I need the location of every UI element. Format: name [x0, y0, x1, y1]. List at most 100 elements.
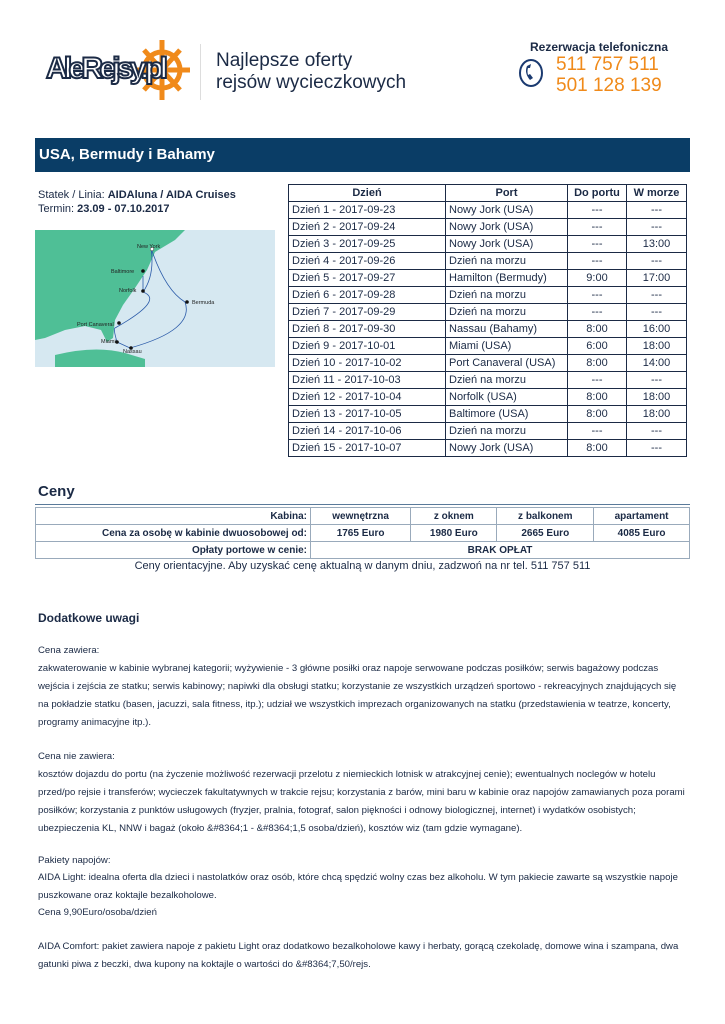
table-cell: 17:00	[626, 269, 687, 287]
table-cell: Port Canaveral (USA)	[445, 354, 568, 372]
ship-value: AIDAluna / AIDA Cruises	[107, 189, 236, 201]
phone-icon	[519, 59, 543, 87]
table-cell: Dzień 14 - 2017-10-06	[288, 422, 446, 440]
route-map: New York Baltimore Norfolk Bermuda Port …	[35, 230, 275, 367]
table-row: Dzień 13 - 2017-10-05 Baltimore (USA) 8:00…	[288, 405, 687, 423]
table-row: Dzień 8 - 2017-09-30 Nassau (Bahamy) 8:00 1…	[288, 320, 687, 338]
phone-number[interactable]: 511 757 511	[556, 54, 659, 75]
row-label: Opłaty portowe w cenie:	[35, 541, 311, 559]
table-cell: Dzień 2 - 2017-09-24	[288, 218, 446, 236]
table-cell: Nassau (Bahamy)	[445, 320, 568, 338]
column-header: Dzień	[288, 184, 446, 202]
table-cell: ---	[567, 422, 627, 440]
comfort-package: AIDA Comfort: pakiet zawiera napoje z pa…	[38, 941, 679, 970]
table-cell: ---	[626, 303, 687, 321]
table-cell: ---	[626, 422, 687, 440]
drinks-label: Pakiety napojów:	[38, 855, 111, 866]
table-cell: ---	[626, 286, 687, 304]
table-cell: 8:00	[567, 439, 627, 457]
table-cell: Dzień 13 - 2017-10-05	[288, 405, 446, 423]
table-row: Dzień 11 - 2017-10-03 Dzień na morzu --- --…	[288, 371, 687, 389]
cabin-type: z oknem	[410, 507, 498, 525]
prices-table: Kabina: wewnętrzna z oknem z balkonem aparta…	[35, 507, 690, 559]
table-row: Dzień 12 - 2017-10-04 Norfolk (USA) 8:00 18…	[288, 388, 687, 406]
excludes-text: kosztów dojazdu do portu (na życzenie mo…	[38, 769, 685, 834]
table-cell: Dzień 9 - 2017-10-01	[288, 337, 446, 355]
table-cell: Dzień 5 - 2017-09-27	[288, 269, 446, 287]
column-header: W morze	[626, 184, 687, 202]
divider	[35, 504, 690, 505]
table-cell: 8:00	[567, 405, 627, 423]
header-divider	[200, 44, 201, 100]
table-cell: ---	[567, 218, 627, 236]
map-label: New York	[137, 244, 160, 250]
light-package: AIDA Light: idealna oferta dla dzieci i …	[38, 872, 678, 901]
price: 1765 Euro	[309, 524, 412, 542]
price: 4085 Euro	[593, 524, 690, 542]
table-cell: 8:00	[567, 388, 627, 406]
row-label: Cena za osobę w kabinie dwuosobowej od:	[35, 524, 311, 542]
table-cell: ---	[567, 201, 627, 219]
table-cell: Dzień 4 - 2017-09-26	[288, 252, 446, 270]
map-label: Baltimore	[111, 269, 134, 275]
table-cell: Dzień 6 - 2017-09-28	[288, 286, 446, 304]
table-cell: 8:00	[567, 354, 627, 372]
column-header: Port	[445, 184, 568, 202]
table-cell: 18:00	[626, 388, 687, 406]
table-cell: Dzień na morzu	[445, 371, 568, 389]
table-cell: Baltimore (USA)	[445, 405, 568, 423]
table-cell: ---	[626, 371, 687, 389]
table-cell: ---	[626, 218, 687, 236]
table-row: Dzień 2 - 2017-09-24 Nowy Jork (USA) --- --…	[288, 218, 687, 236]
slogan: Najlepsze oferty rejsów wycieczkowych	[216, 50, 406, 94]
cabin-type: z balkonem	[496, 507, 595, 525]
table-row: Dzień 5 - 2017-09-27 Hamilton (Bermudy) 9:…	[288, 269, 687, 287]
table-row: Dzień 15 - 2017-10-07 Nowy Jork (USA) 8:00…	[288, 439, 687, 457]
reservation-label: Rezerwacja telefoniczna	[530, 40, 669, 54]
term-value: 23.09 - 07.10.2017	[77, 203, 170, 215]
table-cell: 6:00	[567, 337, 627, 355]
table-cell: Dzień 8 - 2017-09-30	[288, 320, 446, 338]
table-cell: Dzień na morzu	[445, 303, 568, 321]
table-cell: Dzień 3 - 2017-09-25	[288, 235, 446, 253]
excludes-label: Cena nie zawiera:	[38, 751, 115, 762]
table-cell: ---	[567, 235, 627, 253]
table-cell: 8:00	[567, 320, 627, 338]
page-title: USA, Bermudy i Bahamy	[35, 138, 690, 172]
term-label: Termin:	[38, 203, 75, 215]
includes-label: Cena zawiera:	[38, 645, 100, 656]
table-cell: Nowy Jork (USA)	[445, 201, 568, 219]
table-cell: ---	[567, 371, 627, 389]
table-cell: Dzień na morzu	[445, 422, 568, 440]
table-cell: Nowy Jork (USA)	[445, 218, 568, 236]
table-cell: ---	[626, 252, 687, 270]
table-row: Dzień 10 - 2017-10-02 Port Canaveral (USA…	[288, 354, 687, 372]
table-cell: Norfolk (USA)	[445, 388, 568, 406]
table-cell: 14:00	[626, 354, 687, 372]
notes-heading: Dodatkowe uwagi	[38, 611, 140, 625]
table-cell: Dzień 7 - 2017-09-29	[288, 303, 446, 321]
light-price: Cena 9,90Euro/osoba/dzień	[38, 907, 157, 918]
ship-info: Statek / Linia: AIDAluna / AIDA Cruises …	[38, 188, 236, 216]
table-cell: 16:00	[626, 320, 687, 338]
itinerary-table: Dzień Port Do portu W morze Dzień 1 - 20…	[288, 184, 687, 457]
phone-number[interactable]: 501 128 139	[556, 75, 662, 96]
cabin-type: wewnętrzna	[309, 507, 412, 525]
cabin-type: apartament	[593, 507, 690, 525]
table-row: Dzień 3 - 2017-09-25 Nowy Jork (USA) --- 13…	[288, 235, 687, 253]
table-cell: Dzień 10 - 2017-10-02	[288, 354, 446, 372]
ship-label: Statek / Linia:	[38, 189, 105, 201]
table-cell: 18:00	[626, 405, 687, 423]
table-cell: ---	[626, 201, 687, 219]
table-cell: Dzień na morzu	[445, 252, 568, 270]
map-label: Miami	[101, 339, 116, 345]
table-cell: 9:00	[567, 269, 627, 287]
table-cell: Dzień 15 - 2017-10-07	[288, 439, 446, 457]
table-row: Dzień 14 - 2017-10-06 Dzień na morzu --- --…	[288, 422, 687, 440]
table-cell: ---	[567, 252, 627, 270]
column-header: Do portu	[567, 184, 627, 202]
table-cell: Nowy Jork (USA)	[445, 235, 568, 253]
table-row: Dzień 9 - 2017-10-01 Miami (USA) 6:00 18:00	[288, 337, 687, 355]
slogan-line: Najlepsze oferty	[216, 50, 353, 71]
map-label: Bermuda	[192, 300, 215, 306]
